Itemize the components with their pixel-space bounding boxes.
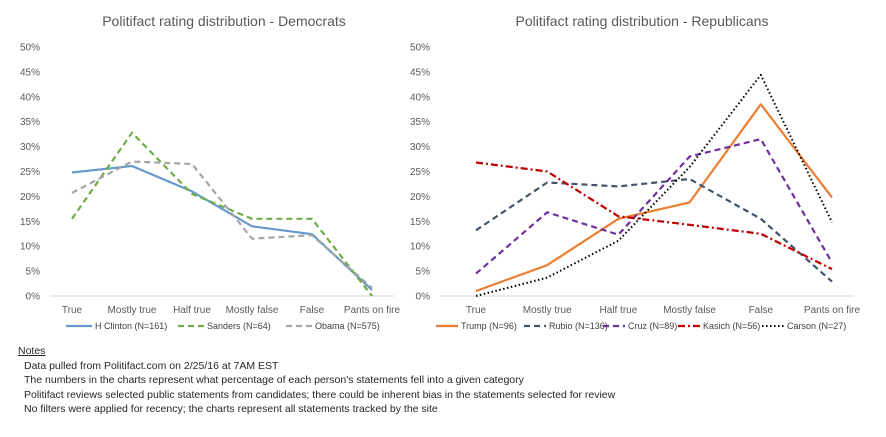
rep-x-tick-label: Pants on fire [804,305,861,316]
rep-series-line-trump [475,103,833,293]
rep-x-tick-label: False [749,305,774,316]
dem-y-tick-label: 15% [20,217,40,228]
dem-x-tick-label: False [300,305,325,316]
dem-legend-label: H Clinton (N=161) [95,321,167,331]
dem-y-tick-label: 5% [26,267,41,278]
notes-block: Notes Data pulled from Politifact.com on… [18,344,615,417]
rep-legend-label: Rubio (N=136) [549,321,608,331]
rep-y-tick-label: 35% [410,117,430,128]
rep-legend-label: Trump (N=96) [461,321,517,331]
dem-y-tick-label: 40% [20,92,40,103]
dem-x-tick-label: True [62,305,83,316]
dem-legend-label: Obama (N=575) [315,321,380,331]
dem-y-tick-label: 35% [20,117,40,128]
dem-legend-label: Sanders (N=64) [207,321,271,331]
dem-series-line-h-clinton [71,164,373,291]
rep-legend-label: Kasich (N=56) [703,321,760,331]
dem-y-tick-label: 30% [20,142,40,153]
dem-x-tick-label: Half true [173,305,211,316]
dem-series-line-obama [71,160,373,289]
rep-y-tick-label: 15% [410,217,430,228]
rep-x-tick-label: True [466,305,487,316]
rep-x-tick-label: Half true [600,305,638,316]
rep-series-line-rubio [475,177,833,283]
dem-series-line-sanders [71,131,373,297]
note-line: Data pulled from Politifact.com on 2/25/… [24,359,279,372]
dem-y-tick-label: 20% [20,192,40,203]
rep-legend-label: Cruz (N=89) [628,321,677,331]
democrats-chart-title: Politifact rating distribution - Democra… [102,13,346,29]
rep-series-line-carson [475,73,833,297]
rep-y-tick-label: 0% [416,292,431,303]
notes-title: Notes [18,345,46,357]
dem-y-tick-label: 45% [20,67,40,78]
note-line: The numbers in the charts represent what… [24,374,524,387]
rep-y-tick-label: 5% [416,267,431,278]
rep-y-tick-label: 50% [410,43,430,54]
rep-y-tick-label: 40% [410,92,430,103]
rep-series-line-cruz [475,138,833,275]
rep-y-tick-label: 30% [410,142,430,153]
republicans-chart-title: Politifact rating distribution - Republi… [516,13,769,29]
rep-x-tick-label: Mostly false [663,305,716,316]
dem-x-tick-label: Mostly false [226,305,279,316]
rep-legend-label: Carson (N=27) [787,321,846,331]
dem-y-tick-label: 10% [20,242,40,253]
dem-y-tick-label: 50% [20,43,40,54]
rep-y-tick-label: 20% [410,192,430,203]
rep-y-tick-label: 45% [410,67,430,78]
dem-x-tick-label: Mostly true [108,305,157,316]
dem-y-tick-label: 0% [26,292,41,303]
rep-y-tick-label: 25% [410,167,430,178]
note-line: No filters were applied for recency; the… [24,403,438,416]
dem-y-tick-label: 25% [20,167,40,178]
note-line: Politifact reviews selected public state… [24,388,616,401]
dem-x-tick-label: Pants on fire [344,305,401,316]
rep-series-line-kasich [475,161,833,271]
rep-x-tick-label: Mostly true [523,305,572,316]
rep-y-tick-label: 10% [410,242,430,253]
